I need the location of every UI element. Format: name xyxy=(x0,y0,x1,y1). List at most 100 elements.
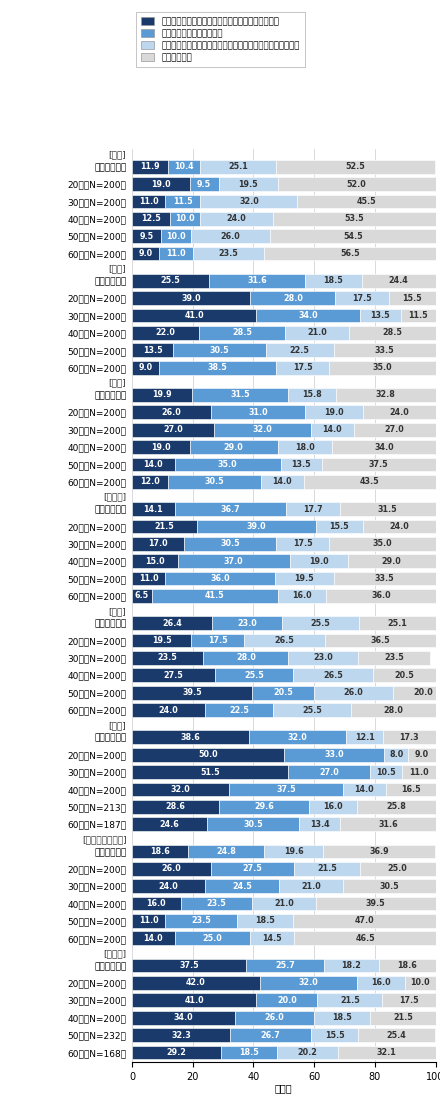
Text: 32.0: 32.0 xyxy=(253,425,272,434)
Text: 24.6: 24.6 xyxy=(159,820,179,829)
Text: 30.5: 30.5 xyxy=(209,346,229,354)
Bar xyxy=(252,686,314,700)
Bar xyxy=(323,845,435,858)
Text: 13.5: 13.5 xyxy=(370,311,390,320)
Text: 39.5: 39.5 xyxy=(366,899,385,909)
Bar xyxy=(288,765,370,779)
Text: 17.5: 17.5 xyxy=(293,540,312,549)
Text: 20.5: 20.5 xyxy=(273,688,293,698)
Bar xyxy=(235,1011,314,1025)
Text: 25.7: 25.7 xyxy=(275,960,295,970)
Bar xyxy=(132,572,165,585)
Bar xyxy=(165,572,275,585)
Bar xyxy=(132,423,214,436)
Text: 14.0: 14.0 xyxy=(355,785,374,794)
Bar xyxy=(132,879,205,893)
Text: 39.0: 39.0 xyxy=(181,294,201,302)
Bar xyxy=(276,361,329,374)
Bar xyxy=(281,457,322,471)
Bar xyxy=(211,405,305,420)
Text: 32.3: 32.3 xyxy=(171,1031,191,1040)
Bar xyxy=(219,177,278,191)
Text: 18.5: 18.5 xyxy=(332,1013,352,1022)
Bar xyxy=(322,457,436,471)
Text: 11.0: 11.0 xyxy=(409,767,429,776)
Bar xyxy=(132,817,207,831)
Bar xyxy=(273,212,436,225)
Bar xyxy=(132,194,165,209)
Text: 31.6: 31.6 xyxy=(248,276,267,285)
Text: 27.0: 27.0 xyxy=(319,767,339,776)
Bar xyxy=(278,177,436,191)
Bar xyxy=(132,703,205,716)
Text: 50.0: 50.0 xyxy=(198,751,218,760)
Bar xyxy=(282,616,359,630)
Bar xyxy=(335,291,389,305)
Text: 27.0: 27.0 xyxy=(385,425,404,434)
Text: 24.0: 24.0 xyxy=(389,522,409,531)
Text: 13.5: 13.5 xyxy=(143,346,162,354)
Bar xyxy=(132,994,257,1007)
Text: 19.6: 19.6 xyxy=(284,847,303,856)
Text: 12.1: 12.1 xyxy=(355,733,374,742)
Bar xyxy=(132,457,175,471)
Text: 11.0: 11.0 xyxy=(139,574,158,583)
Bar xyxy=(311,423,354,436)
Bar xyxy=(317,994,382,1007)
Bar xyxy=(175,457,281,471)
Text: 32.0: 32.0 xyxy=(288,733,308,742)
Bar xyxy=(132,765,288,779)
Text: 31.0: 31.0 xyxy=(248,407,268,417)
Text: 26.0: 26.0 xyxy=(221,232,241,241)
Bar xyxy=(132,1045,220,1060)
Bar xyxy=(132,309,257,322)
Text: 15.0: 15.0 xyxy=(145,556,165,565)
Text: 23.5: 23.5 xyxy=(206,899,226,909)
Bar xyxy=(363,405,436,420)
Text: 24.0: 24.0 xyxy=(227,214,246,223)
Bar xyxy=(132,388,192,402)
Bar xyxy=(370,765,402,779)
Text: 19.5: 19.5 xyxy=(152,636,172,645)
Bar xyxy=(304,475,436,489)
Text: 34.0: 34.0 xyxy=(298,311,318,320)
Text: 36.5: 36.5 xyxy=(370,636,390,645)
Bar xyxy=(159,361,276,374)
Text: 28.6: 28.6 xyxy=(165,803,185,811)
Bar xyxy=(132,230,161,243)
Bar xyxy=(266,343,334,358)
Text: 54.5: 54.5 xyxy=(343,232,363,241)
Text: 25.5: 25.5 xyxy=(161,276,180,285)
Bar xyxy=(237,914,293,927)
Text: 14.5: 14.5 xyxy=(263,934,282,943)
Text: 34.0: 34.0 xyxy=(174,1013,194,1022)
Text: 11.5: 11.5 xyxy=(408,311,428,320)
Bar xyxy=(285,326,349,340)
Text: 9.0: 9.0 xyxy=(139,250,153,258)
Text: 47.0: 47.0 xyxy=(355,916,374,925)
Bar xyxy=(132,634,191,647)
Text: 45.5: 45.5 xyxy=(357,197,376,206)
Bar xyxy=(324,958,379,973)
Text: 15.5: 15.5 xyxy=(402,294,422,302)
Text: 36.0: 36.0 xyxy=(371,592,391,601)
Bar xyxy=(329,537,436,551)
Bar xyxy=(264,246,436,261)
Text: 13.4: 13.4 xyxy=(310,820,330,829)
Text: 18.2: 18.2 xyxy=(341,960,361,970)
Bar xyxy=(311,1028,358,1042)
Text: 25.1: 25.1 xyxy=(388,618,407,628)
Text: 15.5: 15.5 xyxy=(330,522,349,531)
Bar xyxy=(132,246,159,261)
Text: 39.0: 39.0 xyxy=(247,522,266,531)
Bar xyxy=(297,194,436,209)
Bar xyxy=(219,800,309,814)
Bar xyxy=(288,651,358,665)
Text: 24.4: 24.4 xyxy=(389,276,408,285)
Text: 25.4: 25.4 xyxy=(387,1031,407,1040)
Text: 22.0: 22.0 xyxy=(155,329,175,338)
Bar xyxy=(132,932,175,945)
Bar xyxy=(132,800,219,814)
Bar xyxy=(294,932,436,945)
Bar xyxy=(257,309,360,322)
